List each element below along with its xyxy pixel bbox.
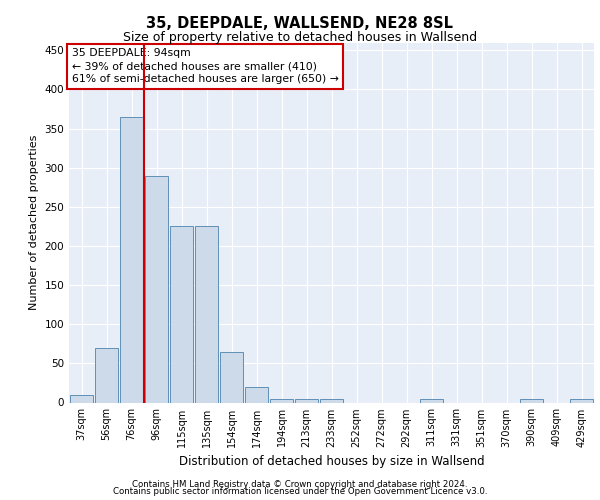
Bar <box>320 398 343 402</box>
Bar <box>95 348 118 403</box>
X-axis label: Distribution of detached houses by size in Wallsend: Distribution of detached houses by size … <box>179 455 484 468</box>
Bar <box>220 352 244 403</box>
Bar <box>295 398 319 402</box>
Bar <box>145 176 169 402</box>
Bar <box>170 226 193 402</box>
Bar <box>70 394 94 402</box>
Bar <box>269 398 293 402</box>
Y-axis label: Number of detached properties: Number of detached properties <box>29 135 39 310</box>
Bar <box>119 117 143 403</box>
Text: Contains public sector information licensed under the Open Government Licence v3: Contains public sector information licen… <box>113 488 487 496</box>
Text: Size of property relative to detached houses in Wallsend: Size of property relative to detached ho… <box>123 31 477 44</box>
Text: 35 DEEPDALE: 94sqm
← 39% of detached houses are smaller (410)
61% of semi-detach: 35 DEEPDALE: 94sqm ← 39% of detached hou… <box>71 48 338 84</box>
Bar <box>245 387 268 402</box>
Bar <box>520 398 544 402</box>
Bar <box>569 398 593 402</box>
Text: Contains HM Land Registry data © Crown copyright and database right 2024.: Contains HM Land Registry data © Crown c… <box>132 480 468 489</box>
Bar <box>419 398 443 402</box>
Text: 35, DEEPDALE, WALLSEND, NE28 8SL: 35, DEEPDALE, WALLSEND, NE28 8SL <box>146 16 454 31</box>
Bar <box>194 226 218 402</box>
